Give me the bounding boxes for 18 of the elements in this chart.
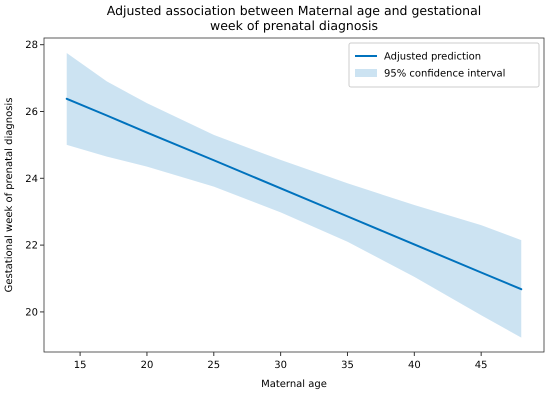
line-series: [66, 98, 522, 290]
x-tick-label: 45: [474, 360, 488, 371]
y-tick-label: 26: [25, 106, 38, 118]
x-tick-label: 40: [408, 360, 421, 371]
annotation: 95% confidence interval: [384, 68, 506, 80]
y-tick-label: 24: [25, 174, 38, 185]
chart-title: Adjusted association between Maternal age and gestational week of prenatal diagnosis: [106, 3, 482, 33]
x-tick-label: 15: [74, 360, 86, 371]
y-tick-label: 20: [25, 307, 38, 318]
x-tick-label: 20: [140, 360, 154, 371]
x-tick-label: 35: [341, 360, 354, 371]
x-axis-title: Maternal age: [261, 379, 327, 390]
x-tick-label: 30: [274, 360, 287, 371]
x-tick-label: 25: [207, 360, 220, 371]
legend-label: Adjusted prediction: [384, 52, 482, 62]
y-axis-title: Gestational week of prenatal diagnosis: [4, 98, 15, 292]
y-tick-label: 28: [25, 40, 38, 52]
y-tick-label: 22: [25, 240, 38, 252]
